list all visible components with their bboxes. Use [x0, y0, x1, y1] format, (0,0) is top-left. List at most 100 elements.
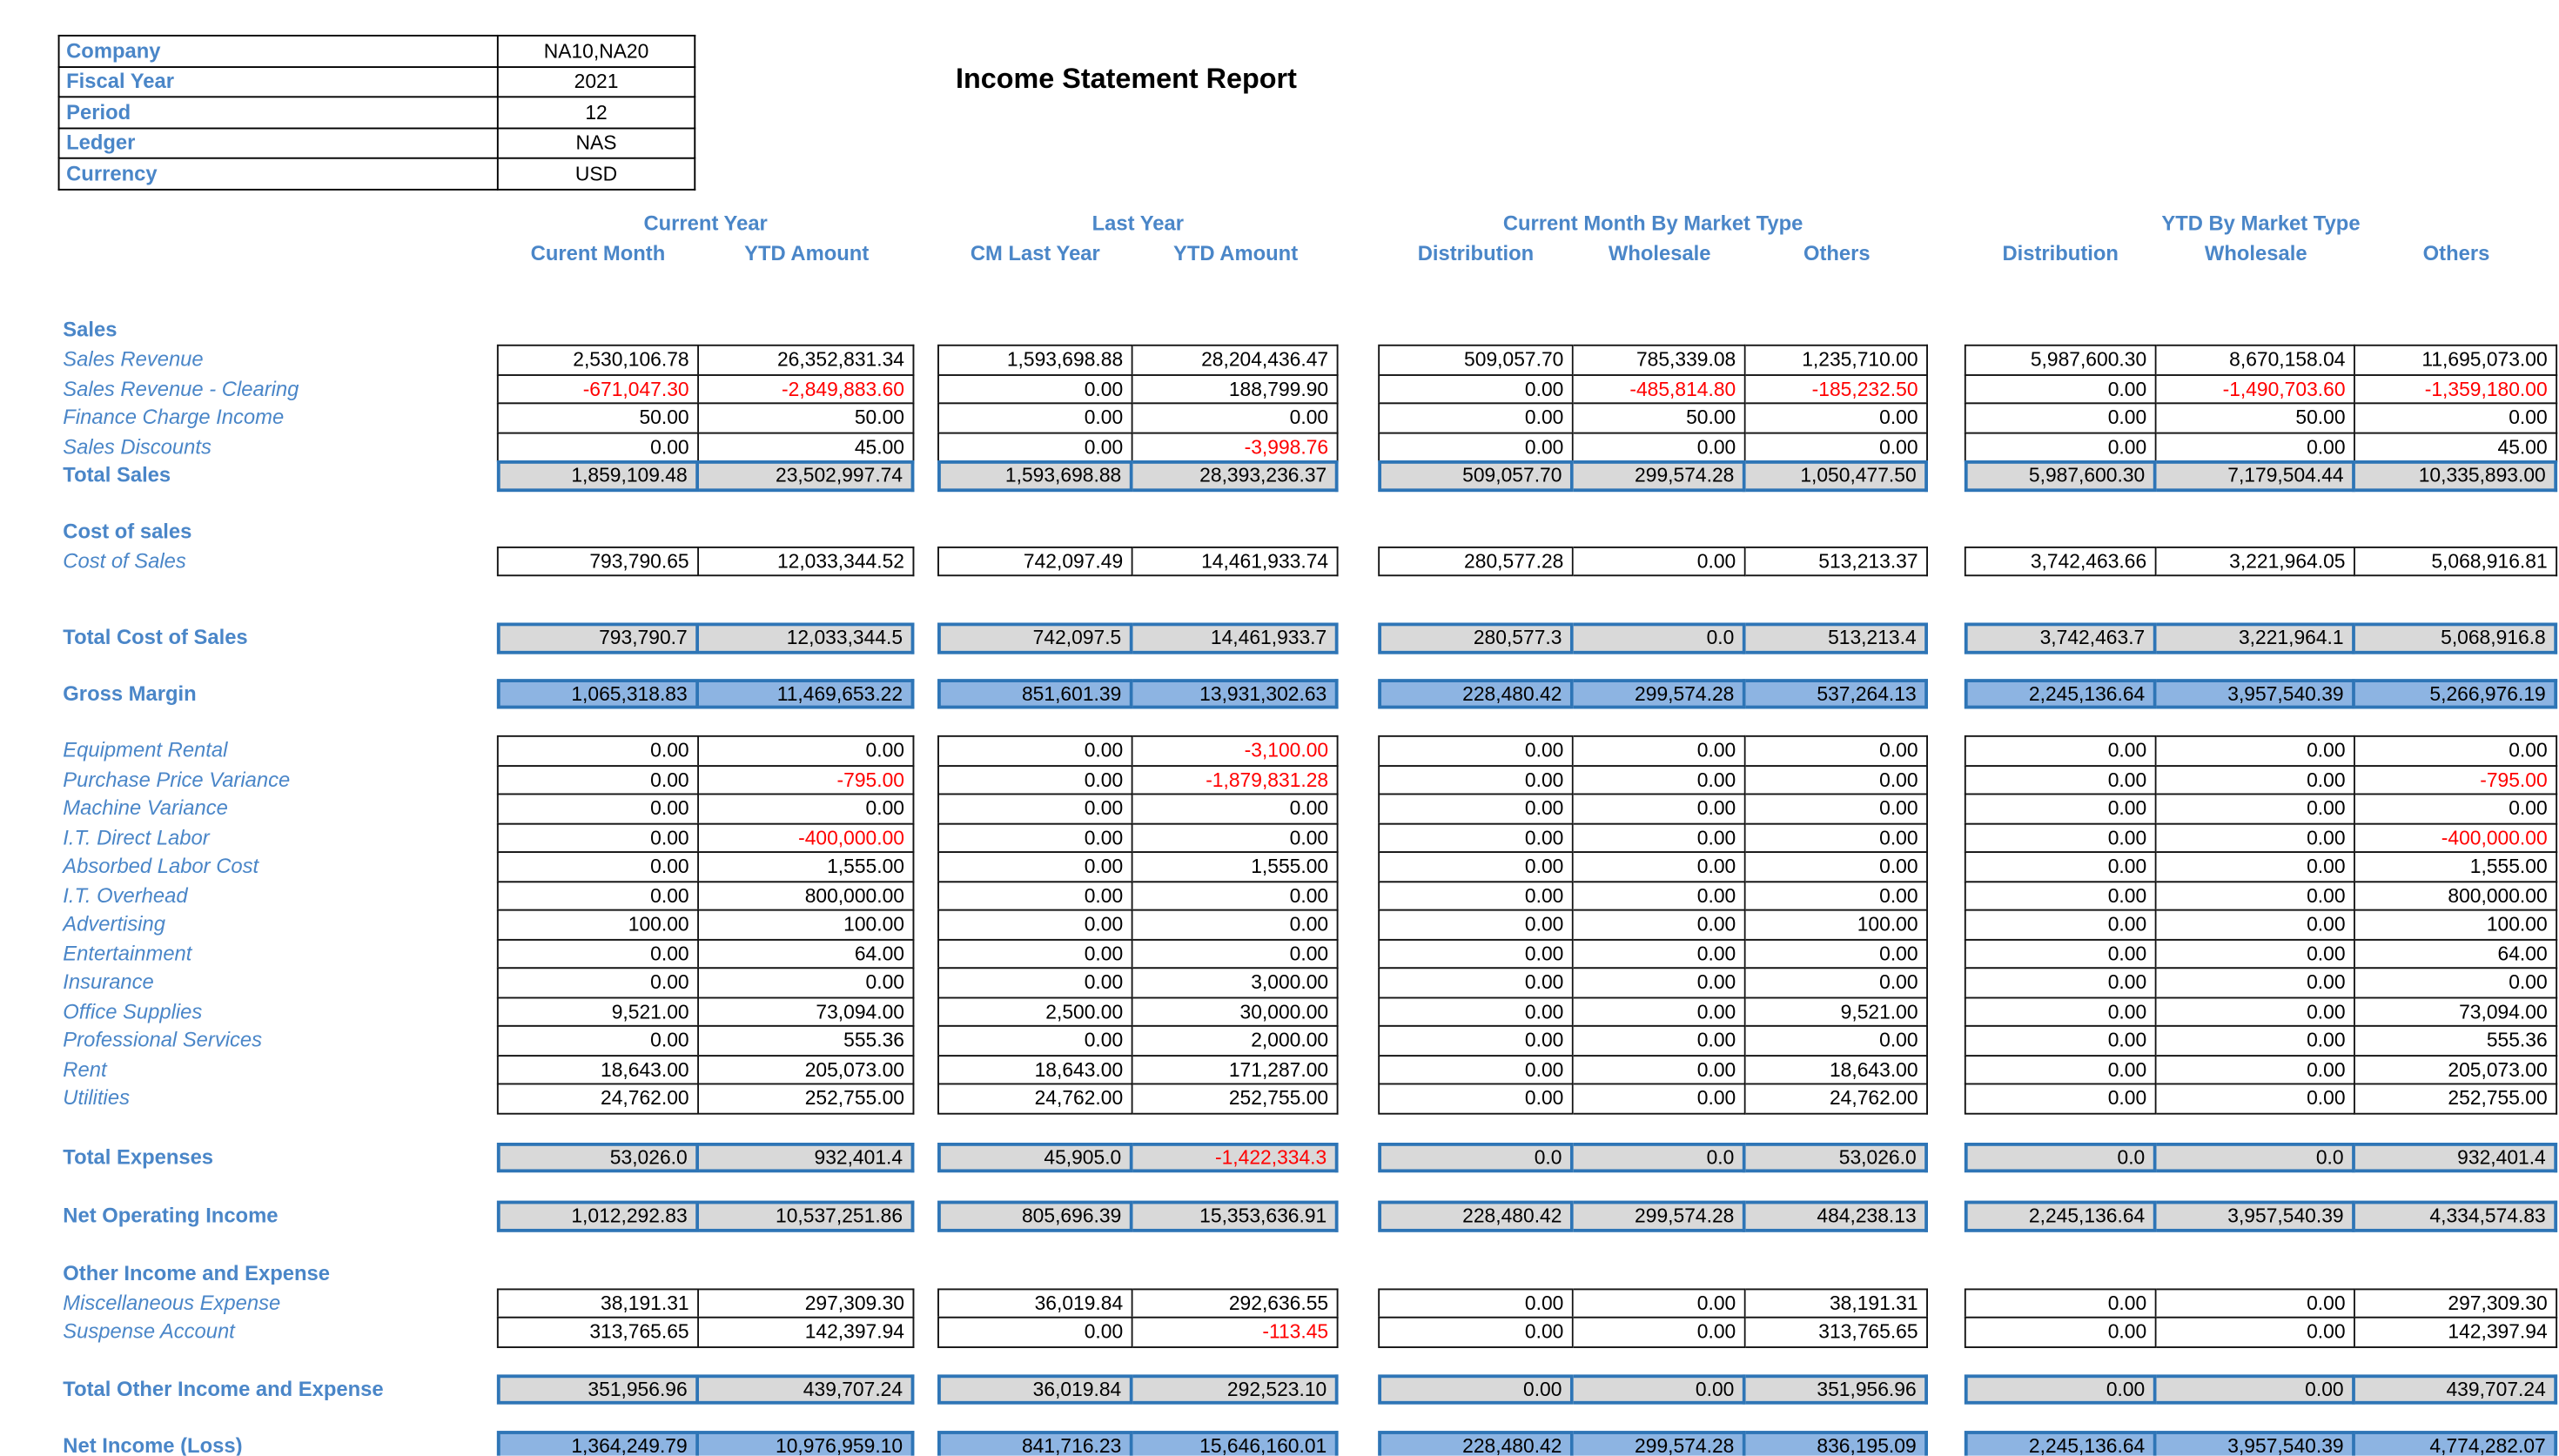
table-row: Absorbed Labor Cost 0.00 1,555.00 0.00 1,555…: [17, 851, 2558, 882]
value-cell: 3,000.00: [1132, 967, 1339, 998]
value-cell: 50.00: [699, 402, 915, 433]
value-cell: 0.00: [1573, 822, 1746, 853]
row-label: Sales: [63, 318, 118, 341]
row-label: Office Supplies: [63, 999, 203, 1023]
value-cell: 7,179,504.44: [2156, 460, 2355, 492]
value-cell: 3,742,463.66: [1964, 546, 2157, 577]
table-row: Insurance 0.00 0.00 0.00 3,000.00 0.00 0.00 0.0…: [17, 967, 2558, 998]
param-label-fiscal-year: Fiscal Year: [57, 65, 499, 98]
value-cell: 297,309.30: [699, 1287, 915, 1318]
value-cell: 0.00: [2156, 793, 2355, 824]
value-cell: 0.00: [1378, 764, 1574, 795]
value-cell: 0.00: [496, 735, 700, 767]
param-value-currency: USD: [496, 157, 696, 190]
value-cell: 0.00: [699, 793, 915, 824]
param-row-company: Company NA10,NA20: [57, 34, 696, 68]
value-cell: 0.00: [1745, 937, 1928, 970]
value-cell: 0.00: [1964, 1287, 2157, 1318]
row-label: Total Other Income and Expense: [63, 1377, 384, 1401]
value-cell: 205,073.00: [2354, 1054, 2558, 1085]
value-cell: 0.00: [1964, 373, 2157, 405]
column-header: Others: [1803, 241, 1871, 265]
value-cell: 0.00: [937, 735, 1133, 767]
column-header: YTD Amount: [1172, 241, 1299, 265]
param-label-currency: Currency: [57, 157, 499, 190]
value-cell: 0.00: [1573, 1373, 1746, 1405]
row-label: I.T. Overhead: [63, 883, 188, 908]
value-cell: 0.00: [1378, 967, 1574, 998]
value-cell: 0.00: [937, 909, 1133, 940]
value-cell: 0.00: [2156, 1316, 2355, 1348]
value-cell: 38,191.31: [1745, 1287, 1928, 1318]
table-row: Utilities 24,762.00 252,755.00 24,762.00 252…: [17, 1083, 2558, 1114]
value-cell: 5,987,600.30: [1964, 460, 2157, 492]
param-label-period: Period: [57, 96, 499, 129]
value-cell: 0.00: [2156, 735, 2355, 767]
value-cell: 299,574.28: [1573, 678, 1746, 709]
value-cell: 0.00: [1964, 822, 2157, 853]
table-row: Net Operating Income 1,012,292.83 10,537,2…: [17, 1200, 2558, 1231]
table-row: Total Expenses 53,026.0 932,401.4 45,905.0-…: [17, 1142, 2558, 1173]
value-cell: 0.00: [1378, 822, 1574, 853]
value-cell: 3,221,964.05: [2156, 546, 2355, 577]
value-cell: 841,716.23: [937, 1431, 1133, 1456]
value-cell: 3,957,540.39: [2156, 1200, 2355, 1231]
value-cell: 0.00: [1745, 1024, 1928, 1057]
value-cell: 0.00: [1964, 431, 2157, 462]
value-cell: 351,956.96: [1745, 1373, 1928, 1405]
value-cell: -1,422,334.3: [1132, 1142, 1339, 1173]
column-group-label: YTD By Market Type: [2161, 211, 2361, 236]
section-header-row: Sales: [17, 315, 2557, 345]
value-cell: 513,213.4: [1745, 622, 1928, 654]
value-cell: 0.00: [1573, 793, 1746, 824]
value-cell: 45,905.0: [937, 1142, 1133, 1173]
value-cell: -3,998.76: [1132, 431, 1339, 462]
value-cell: 280,577.3: [1378, 622, 1574, 654]
value-cell: 0.00: [1573, 1287, 1746, 1318]
value-cell: 24,762.00: [496, 1083, 700, 1114]
value-cell: -1,879,831.28: [1132, 764, 1339, 795]
value-cell: 8,670,158.04: [2156, 344, 2355, 376]
value-cell: -400,000.00: [699, 822, 915, 853]
value-cell: 53,026.0: [1745, 1142, 1928, 1173]
value-cell: 1,555.00: [1132, 851, 1339, 882]
column-header: Others: [2422, 241, 2490, 265]
value-cell: 5,068,916.81: [2354, 546, 2558, 577]
value-cell: 28,393,236.37: [1132, 460, 1339, 492]
value-cell: 0.00: [496, 967, 700, 998]
value-cell: 851,601.39: [937, 678, 1133, 709]
param-row-currency: Currency USD: [57, 157, 696, 190]
column-header: CM Last Year: [970, 241, 1100, 265]
row-label: Insurance: [63, 970, 154, 995]
value-cell: -400,000.00: [2354, 822, 2558, 853]
value-cell: 53,026.0: [496, 1142, 700, 1173]
param-value-period: 12: [496, 96, 696, 129]
value-cell: 252,755.00: [2354, 1083, 2558, 1114]
table-row: Equipment Rental 0.00 0.00 0.00 -3,100.00 0.0…: [17, 735, 2558, 767]
value-cell: 9,521.00: [496, 996, 700, 1027]
value-cell: 0.00: [937, 793, 1133, 824]
value-cell: 188,799.90: [1132, 373, 1339, 405]
row-label: Purchase Price Variance: [63, 768, 291, 792]
value-cell: 793,790.7: [496, 622, 700, 654]
value-cell: 12,033,344.52: [699, 546, 915, 577]
value-cell: 11,695,073.00: [2354, 344, 2558, 376]
value-cell: 100.00: [699, 909, 915, 940]
value-cell: 0.00: [1378, 851, 1574, 882]
column-header: Wholesale: [2204, 241, 2307, 265]
row-label: Utilities: [63, 1086, 130, 1110]
table-row: Advertising 100.00 100.00 0.00 0.00 0.00 0.00 1…: [17, 909, 2558, 940]
value-cell: 0.00: [937, 1024, 1133, 1057]
section-header-row: Other Income and Expense: [17, 1258, 2557, 1287]
value-cell: 0.00: [1745, 793, 1928, 824]
value-cell: 0.00: [1573, 937, 1746, 970]
value-cell: 0.00: [1745, 735, 1928, 767]
value-cell: 0.00: [2354, 402, 2558, 433]
value-cell: 4,774,282.07: [2354, 1431, 2558, 1456]
value-cell: 0.00: [937, 937, 1133, 970]
value-cell: 0.00: [937, 822, 1133, 853]
value-cell: 100.00: [496, 909, 700, 940]
value-cell: 0.00: [1378, 937, 1574, 970]
value-cell: 24,762.00: [1745, 1083, 1928, 1114]
